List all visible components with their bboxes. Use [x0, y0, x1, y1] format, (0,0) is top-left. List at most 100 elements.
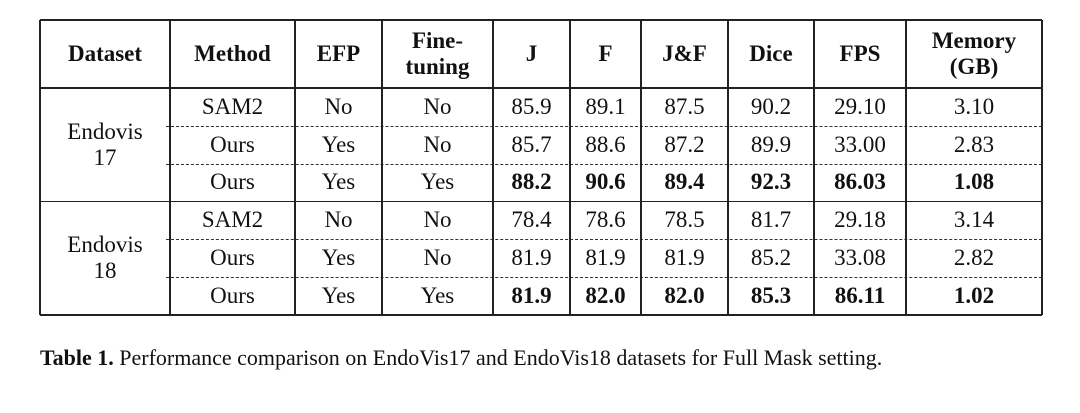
table-cell: 85.7 [493, 126, 570, 164]
h-rule [40, 314, 1042, 316]
table-cell: 82.0 [570, 277, 641, 315]
cell-text: tuning [405, 54, 470, 79]
v-rule [492, 20, 494, 315]
table-cell: No [382, 126, 493, 164]
table-cell: Yes [295, 277, 382, 315]
table-cell: 81.9 [570, 239, 641, 277]
table-cell: Yes [295, 239, 382, 277]
header-cell: J&F [641, 20, 728, 88]
cell-text: No [423, 131, 452, 157]
cell-text: Method [194, 41, 271, 66]
cell-text: 81.9 [511, 245, 552, 271]
cell-text: 3.14 [953, 207, 995, 233]
h-rule [40, 19, 1042, 21]
cell-text: 78.5 [664, 207, 705, 233]
table-cell: No [382, 239, 493, 277]
cell-text: 17 [93, 144, 117, 170]
cell-text: 78.6 [585, 207, 626, 233]
cell-text: 2.82 [953, 245, 995, 271]
table-cell: 81.9 [641, 239, 728, 277]
cell-text: Ours [210, 169, 255, 195]
table-cell: 89.9 [728, 126, 814, 164]
table-cell: 82.0 [641, 277, 728, 315]
table-cell: 78.5 [641, 201, 728, 239]
v-rule [727, 20, 729, 315]
cell-text: Yes [420, 282, 455, 308]
cell-text: 88.6 [585, 131, 626, 157]
cell-text: 81.9 [585, 245, 626, 271]
table-cell: Ours [170, 164, 295, 202]
cell-text: 86.03 [834, 169, 886, 195]
table-cell: SAM2 [170, 201, 295, 239]
table-cell: 85.2 [728, 239, 814, 277]
cell-text: (GB) [949, 54, 999, 79]
cell-text: Dice [749, 41, 793, 66]
cell-text: No [423, 207, 452, 233]
table-cell: 85.3 [728, 277, 814, 315]
caption: Table 1. Performance comparison on EndoV… [40, 342, 1030, 374]
table-cell: SAM2 [170, 88, 295, 126]
table-cell: 2.82 [906, 239, 1042, 277]
cell-text: No [324, 207, 353, 233]
v-rule [169, 20, 171, 315]
table-cell: Ours [170, 239, 295, 277]
table-cell: Ours [170, 126, 295, 164]
v-rule [1041, 20, 1043, 315]
table-cell: No [295, 201, 382, 239]
row-separator [166, 239, 1042, 241]
cell-text: 85.7 [511, 131, 552, 157]
header-cell: EFP [295, 20, 382, 88]
cell-text: 85.9 [511, 93, 552, 119]
cell-text: 87.5 [664, 93, 705, 119]
h-rule [40, 200, 1042, 203]
cell-text: Ours [210, 131, 255, 157]
cell-text: 90.2 [750, 93, 792, 119]
v-rule [39, 20, 41, 315]
cell-text: 29.18 [834, 207, 886, 233]
caption-label: Table 1. [40, 345, 114, 370]
cell-text: J&F [662, 41, 707, 66]
cell-text: Yes [420, 169, 455, 195]
cell-text: No [423, 245, 452, 271]
v-rule [294, 20, 296, 315]
table-cell: 81.9 [493, 277, 570, 315]
table-cell: Yes [295, 164, 382, 202]
dataset-cell: Endovis 17 [40, 88, 170, 201]
row-separator [166, 125, 1042, 127]
dataset-cell: Endovis 18 [40, 201, 170, 314]
v-rule [640, 20, 642, 315]
cell-text: 33.08 [834, 245, 886, 271]
v-rule [381, 20, 383, 315]
cell-text: Fine- [411, 28, 464, 53]
table-cell: No [382, 88, 493, 126]
header-cell: Memory (GB) [906, 20, 1042, 88]
cell-text: 89.4 [664, 169, 705, 195]
table-cell: 29.18 [814, 201, 906, 239]
cell-text: 85.2 [750, 245, 792, 271]
v-rule [813, 20, 815, 315]
table-cell: 90.6 [570, 164, 641, 202]
header-cell: Dice [728, 20, 814, 88]
header-cell: F [570, 20, 641, 88]
cell-text: 89.1 [585, 93, 626, 119]
header-cell: Method [170, 20, 295, 88]
cell-text: Endovis [67, 232, 143, 258]
table-cell: 81.9 [493, 239, 570, 277]
cell-text: 86.11 [834, 282, 886, 308]
cell-text: Yes [321, 282, 356, 308]
table-cell: 86.03 [814, 164, 906, 202]
table-cell: 33.00 [814, 126, 906, 164]
cell-text: Memory [931, 28, 1017, 53]
cell-text: 88.2 [511, 169, 552, 195]
v-rule [905, 20, 907, 315]
cell-text: FPS [839, 41, 881, 66]
cell-text: Yes [321, 245, 356, 271]
table-cell: 89.4 [641, 164, 728, 202]
cell-text: 78.4 [511, 207, 552, 233]
table-cell: 78.4 [493, 201, 570, 239]
cell-text: Yes [321, 131, 356, 157]
table-cell: 3.14 [906, 201, 1042, 239]
cell-text: 90.6 [585, 169, 626, 195]
cell-text: 87.2 [664, 131, 705, 157]
